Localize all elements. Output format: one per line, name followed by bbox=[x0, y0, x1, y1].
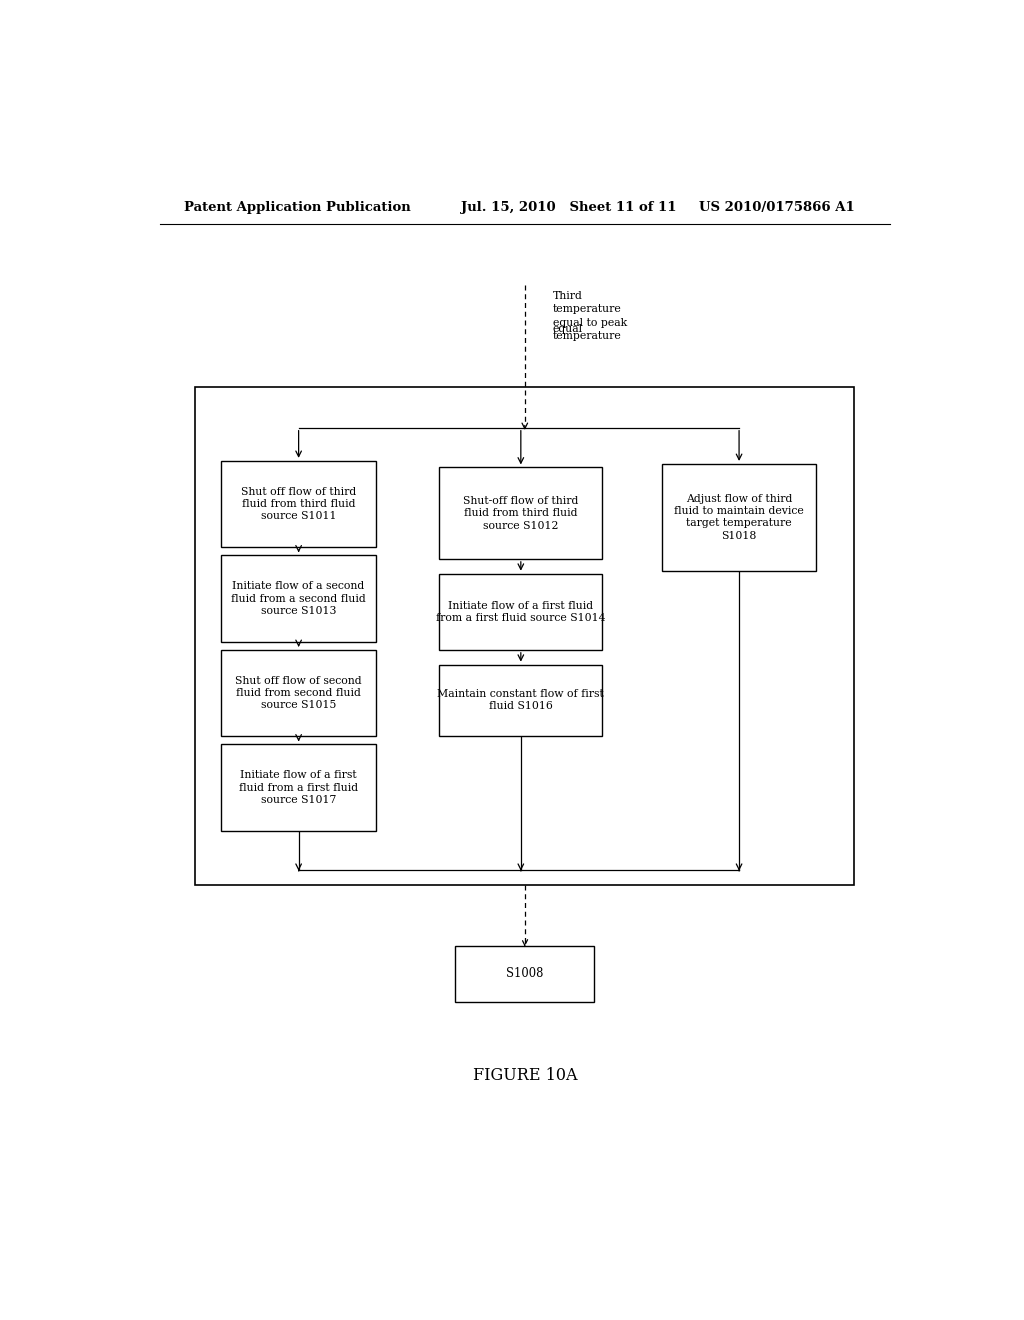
Text: Initiate flow of a second
fluid from a second fluid
source S1013: Initiate flow of a second fluid from a s… bbox=[231, 581, 366, 616]
Bar bbox=[221, 744, 376, 830]
Bar bbox=[196, 387, 854, 886]
Bar bbox=[221, 649, 376, 737]
Text: Shut off flow of third
fluid from third fluid
source S1011: Shut off flow of third fluid from third … bbox=[241, 487, 356, 521]
Text: Maintain constant flow of first
fluid S1016: Maintain constant flow of first fluid S1… bbox=[437, 689, 604, 711]
Bar bbox=[221, 461, 376, 548]
Text: Shut-off flow of third
fluid from third fluid
source S1012: Shut-off flow of third fluid from third … bbox=[463, 496, 579, 531]
Text: US 2010/0175866 A1: US 2010/0175866 A1 bbox=[699, 201, 855, 214]
Bar bbox=[439, 574, 602, 649]
Text: Third
temperature
equal to peak
temperature: Third temperature equal to peak temperat… bbox=[553, 292, 627, 341]
Text: Initiate flow of a first
fluid from a first fluid
source S1017: Initiate flow of a first fluid from a fi… bbox=[239, 770, 358, 805]
Text: Patent Application Publication: Patent Application Publication bbox=[183, 201, 411, 214]
Bar bbox=[439, 467, 602, 558]
Text: equal: equal bbox=[553, 325, 583, 334]
Text: FIGURE 10A: FIGURE 10A bbox=[472, 1067, 578, 1084]
Text: Initiate flow of a first fluid
from a first fluid source S1014: Initiate flow of a first fluid from a fi… bbox=[436, 601, 605, 623]
Text: Jul. 15, 2010   Sheet 11 of 11: Jul. 15, 2010 Sheet 11 of 11 bbox=[461, 201, 677, 214]
Bar bbox=[662, 463, 816, 570]
Bar bbox=[439, 664, 602, 735]
Text: Adjust flow of third
fluid to maintain device
target temperature
S1018: Adjust flow of third fluid to maintain d… bbox=[674, 494, 804, 541]
Bar bbox=[456, 945, 594, 1002]
Text: S1008: S1008 bbox=[506, 968, 544, 979]
Text: Shut off flow of second
fluid from second fluid
source S1015: Shut off flow of second fluid from secon… bbox=[236, 676, 361, 710]
Bar bbox=[221, 556, 376, 642]
